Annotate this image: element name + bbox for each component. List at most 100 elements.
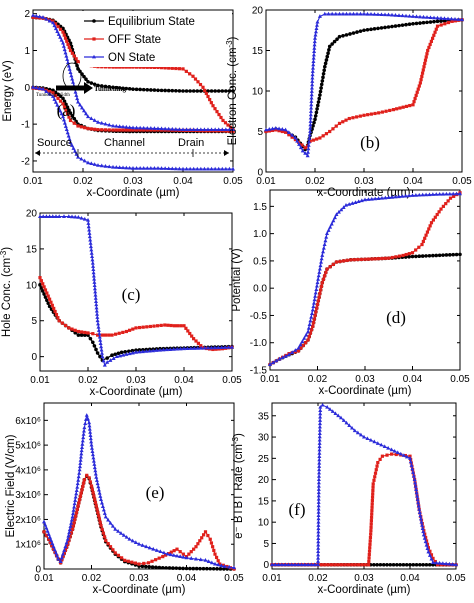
data-point xyxy=(350,425,355,430)
data-point xyxy=(81,435,86,440)
data-point xyxy=(81,432,86,436)
data-point xyxy=(76,99,80,104)
data-point xyxy=(75,484,80,489)
data-point xyxy=(90,452,95,457)
data-point xyxy=(378,562,383,567)
data-point xyxy=(316,529,321,534)
data-point xyxy=(94,308,99,313)
data-point xyxy=(223,127,228,132)
data-point xyxy=(395,107,399,111)
data-point xyxy=(70,76,75,81)
y-tick-label: 0 xyxy=(31,352,37,363)
y-tick-label: 15 xyxy=(252,46,264,57)
data-point xyxy=(96,510,100,515)
data-point xyxy=(166,323,170,327)
data-point xyxy=(94,299,98,303)
data-point xyxy=(92,280,97,284)
data-point xyxy=(121,165,125,170)
data-point xyxy=(404,104,409,108)
data-point xyxy=(206,345,210,350)
data-point xyxy=(344,11,349,16)
data-point xyxy=(94,504,98,508)
data-point xyxy=(137,562,141,566)
data-point xyxy=(302,562,307,567)
data-point xyxy=(314,287,319,291)
data-point xyxy=(353,200,358,204)
data-point xyxy=(429,221,434,225)
data-point xyxy=(44,16,49,21)
data-point xyxy=(96,487,101,492)
data-point xyxy=(67,137,72,141)
data-point xyxy=(376,12,380,16)
data-point xyxy=(39,279,43,283)
data-point xyxy=(434,253,439,258)
data-point xyxy=(351,31,356,35)
data-point xyxy=(89,439,94,444)
data-point xyxy=(130,348,135,353)
data-point xyxy=(287,352,291,357)
data-point xyxy=(318,408,323,412)
data-point xyxy=(316,516,321,521)
data-point xyxy=(31,15,35,19)
data-point xyxy=(198,557,203,562)
data-point xyxy=(309,85,314,90)
data-point xyxy=(56,556,61,561)
data-point xyxy=(174,66,178,71)
data-point xyxy=(50,541,55,546)
data-point xyxy=(206,127,210,132)
data-point xyxy=(96,321,101,326)
data-point xyxy=(322,11,327,16)
data-point xyxy=(421,239,425,244)
data-point xyxy=(218,567,223,571)
data-point xyxy=(390,12,394,17)
y-tick-label: -1.0 xyxy=(250,338,268,349)
data-point xyxy=(367,552,371,557)
data-point xyxy=(80,488,84,492)
data-point xyxy=(216,562,221,567)
data-point xyxy=(166,166,171,171)
data-point xyxy=(147,348,152,353)
data-point xyxy=(439,23,443,27)
data-point xyxy=(427,253,432,258)
y-tick-label: 5 xyxy=(263,539,269,550)
data-point xyxy=(306,325,311,330)
data-point xyxy=(317,270,322,274)
data-point xyxy=(412,477,417,482)
data-point xyxy=(158,549,163,554)
data-point xyxy=(154,548,159,552)
data-point xyxy=(408,459,413,464)
data-point xyxy=(113,551,117,555)
data-point xyxy=(114,65,118,69)
data-point xyxy=(393,194,398,199)
data-point xyxy=(178,346,183,351)
data-point xyxy=(93,296,98,300)
data-point xyxy=(401,105,405,109)
data-point xyxy=(195,166,200,171)
data-point xyxy=(169,550,173,554)
data-point xyxy=(315,107,319,111)
data-point xyxy=(98,494,103,498)
data-point xyxy=(105,360,110,364)
data-point xyxy=(49,538,54,542)
data-point xyxy=(318,292,322,296)
data-point xyxy=(420,254,425,258)
data-point xyxy=(434,192,439,196)
data-point xyxy=(118,65,122,69)
data-point xyxy=(188,166,193,171)
data-point xyxy=(68,535,72,539)
channel-label: Channel xyxy=(104,137,145,149)
data-point xyxy=(339,207,344,212)
data-point xyxy=(186,329,190,333)
data-point xyxy=(335,37,339,41)
data-point xyxy=(154,558,158,562)
data-point xyxy=(334,124,338,128)
data-point xyxy=(206,166,210,171)
data-point xyxy=(49,300,53,304)
data-point xyxy=(116,529,121,533)
data-point xyxy=(89,484,94,488)
data-point xyxy=(446,16,450,21)
data-point xyxy=(188,331,192,336)
data-point xyxy=(425,542,430,546)
data-point xyxy=(321,134,325,138)
data-point xyxy=(72,121,76,125)
